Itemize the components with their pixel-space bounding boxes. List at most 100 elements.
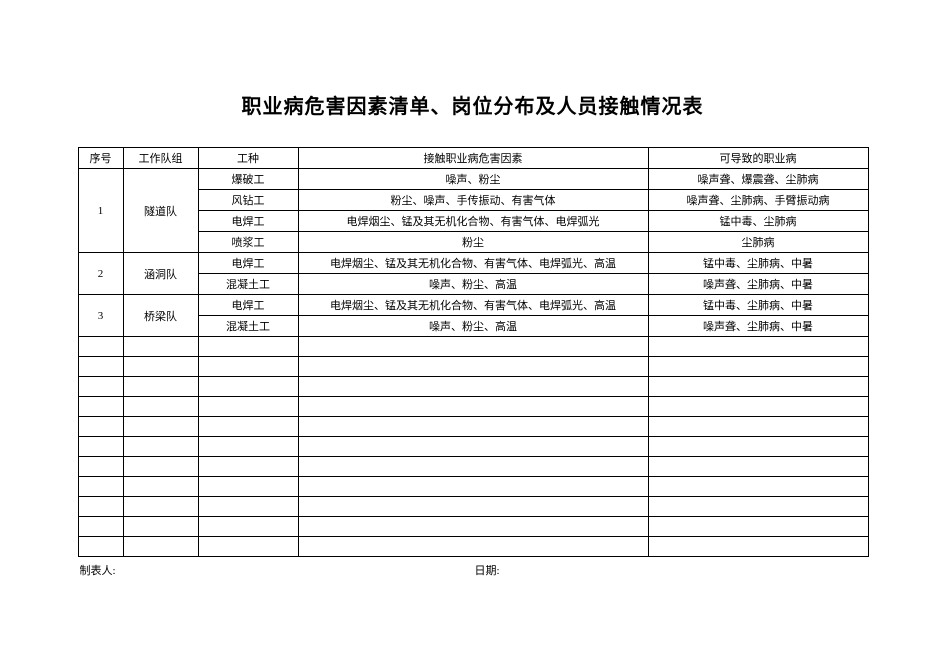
cell-empty [648,437,868,457]
cell-seq: 3 [78,295,123,337]
cell-worktype: 风钻工 [198,190,298,211]
cell-factor: 电焊烟尘、锰及其无机化合物、有害气体、电焊弧光、高温 [298,253,648,274]
cell-factor: 电焊烟尘、锰及其无机化合物、有害气体、电焊弧光 [298,211,648,232]
cell-empty [648,537,868,557]
table-row-empty [78,497,868,517]
header-disease: 可导致的职业病 [648,148,868,169]
cell-team: 桥梁队 [123,295,198,337]
cell-empty [198,537,298,557]
cell-empty [298,397,648,417]
cell-disease: 尘肺病 [648,232,868,253]
cell-empty [648,477,868,497]
cell-empty [78,437,123,457]
cell-seq: 2 [78,253,123,295]
table-row-empty [78,537,868,557]
header-seq: 序号 [78,148,123,169]
table-row-empty [78,357,868,377]
cell-factor: 噪声、粉尘、高温 [298,274,648,295]
cell-empty [78,377,123,397]
cell-worktype: 电焊工 [198,211,298,232]
cell-factor: 噪声、粉尘、高温 [298,316,648,337]
table-row-empty [78,397,868,417]
cell-empty [78,457,123,477]
cell-disease: 锰中毒、尘肺病、中暑 [648,253,868,274]
cell-empty [298,477,648,497]
cell-factor: 粉尘、噪声、手传振动、有害气体 [298,190,648,211]
cell-empty [78,477,123,497]
cell-factor: 噪声、粉尘 [298,169,648,190]
cell-empty [648,397,868,417]
cell-worktype: 电焊工 [198,253,298,274]
cell-disease: 锰中毒、尘肺病、中暑 [648,295,868,316]
footer-date: 日期: [473,562,868,578]
table-row-empty [78,437,868,457]
cell-disease: 噪声聋、尘肺病、手臂振动病 [648,190,868,211]
cell-empty [123,417,198,437]
page-title: 职业病危害因素清单、岗位分布及人员接触情况表 [242,90,704,119]
cell-worktype: 混凝土工 [198,274,298,295]
cell-empty [298,437,648,457]
cell-empty [198,497,298,517]
cell-empty [123,497,198,517]
cell-empty [123,537,198,557]
cell-empty [123,377,198,397]
cell-seq: 1 [78,169,123,253]
cell-empty [198,337,298,357]
table-container: 序号 工作队组 工种 接触职业病危害因素 可导致的职业病 1隧道队爆破工噪声、粉… [78,147,868,557]
cell-empty [123,437,198,457]
cell-empty [78,417,123,437]
cell-empty [648,497,868,517]
cell-empty [78,517,123,537]
cell-disease: 锰中毒、尘肺病 [648,211,868,232]
hazard-table: 序号 工作队组 工种 接触职业病危害因素 可导致的职业病 1隧道队爆破工噪声、粉… [78,147,869,557]
cell-empty [648,337,868,357]
cell-empty [198,377,298,397]
cell-empty [298,337,648,357]
cell-empty [198,477,298,497]
cell-empty [298,497,648,517]
cell-empty [298,517,648,537]
cell-empty [198,457,298,477]
cell-empty [648,457,868,477]
cell-factor: 电焊烟尘、锰及其无机化合物、有害气体、电焊弧光、高温 [298,295,648,316]
cell-empty [198,517,298,537]
table-row: 1隧道队爆破工噪声、粉尘噪声聋、爆震聋、尘肺病 [78,169,868,190]
cell-empty [298,377,648,397]
table-row-empty [78,477,868,497]
cell-empty [298,537,648,557]
cell-empty [123,397,198,417]
table-row-empty [78,337,868,357]
header-factor: 接触职业病危害因素 [298,148,648,169]
cell-empty [648,417,868,437]
table-row: 3桥梁队电焊工电焊烟尘、锰及其无机化合物、有害气体、电焊弧光、高温锰中毒、尘肺病… [78,295,868,316]
footer: 制表人: 日期: [78,562,868,578]
cell-empty [78,537,123,557]
cell-empty [298,417,648,437]
table-row-empty [78,457,868,477]
cell-empty [198,397,298,417]
header-worktype: 工种 [198,148,298,169]
footer-preparer: 制表人: [78,562,473,578]
cell-disease: 噪声聋、尘肺病、中暑 [648,316,868,337]
cell-factor: 粉尘 [298,232,648,253]
table-row: 2涵洞队电焊工电焊烟尘、锰及其无机化合物、有害气体、电焊弧光、高温锰中毒、尘肺病… [78,253,868,274]
cell-team: 涵洞队 [123,253,198,295]
table-row-empty [78,377,868,397]
cell-empty [78,397,123,417]
cell-empty [123,337,198,357]
cell-empty [198,357,298,377]
cell-empty [123,477,198,497]
table-row-empty [78,517,868,537]
cell-worktype: 电焊工 [198,295,298,316]
cell-empty [298,457,648,477]
table-header-row: 序号 工作队组 工种 接触职业病危害因素 可导致的职业病 [78,148,868,169]
header-team: 工作队组 [123,148,198,169]
cell-empty [78,337,123,357]
cell-empty [648,517,868,537]
cell-worktype: 爆破工 [198,169,298,190]
cell-empty [123,357,198,377]
cell-empty [298,357,648,377]
cell-empty [198,437,298,457]
cell-disease: 噪声聋、尘肺病、中暑 [648,274,868,295]
cell-worktype: 喷浆工 [198,232,298,253]
